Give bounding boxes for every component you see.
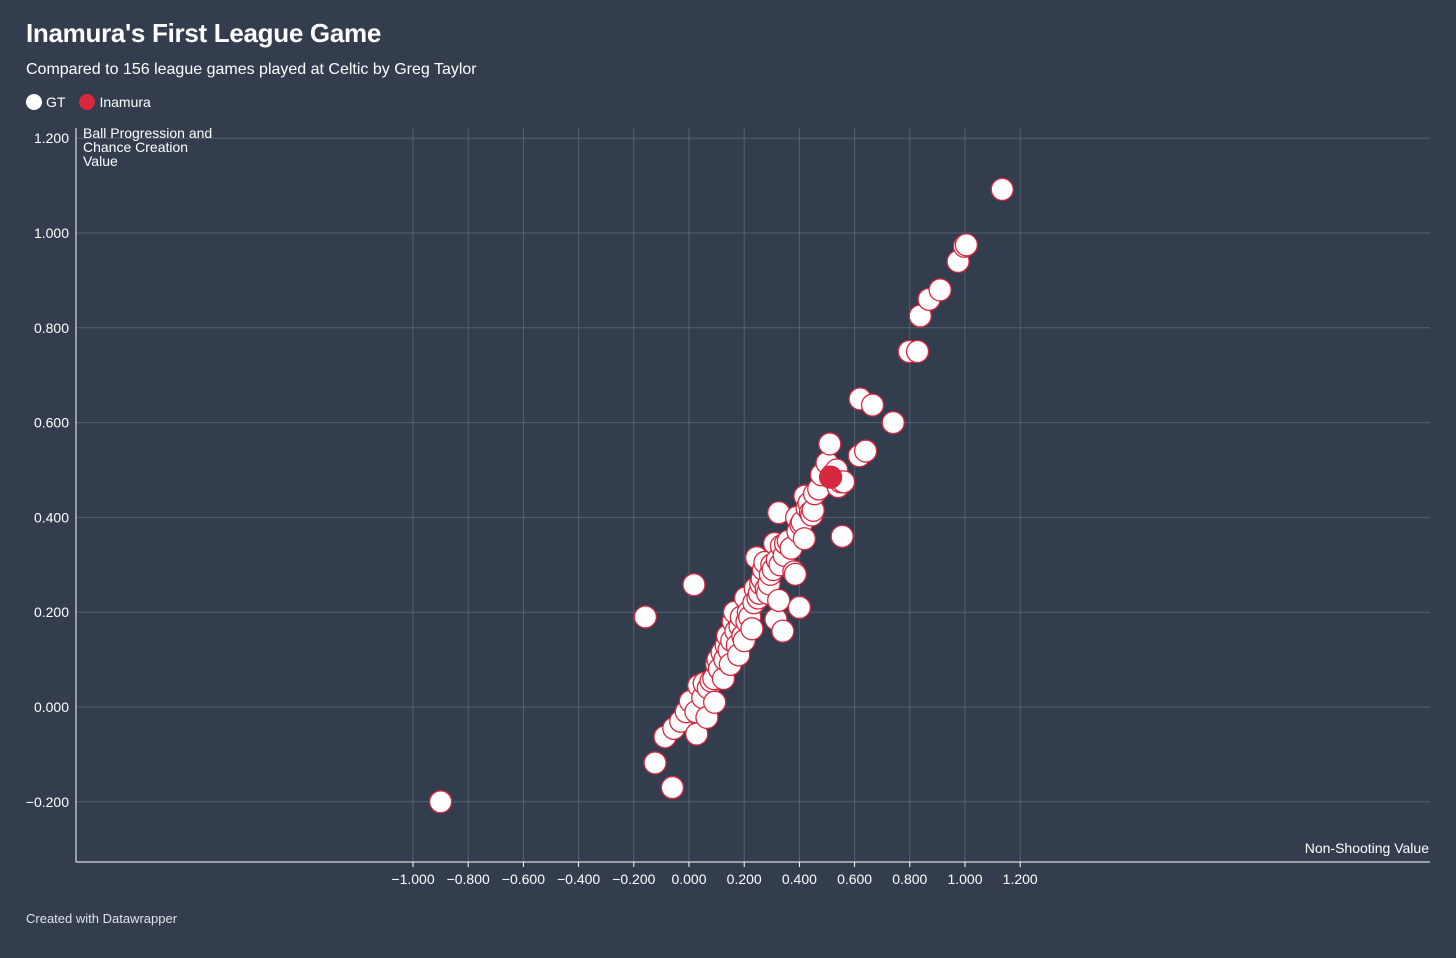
- y-axis-title: Ball Progression and Chance Creation Value: [83, 125, 212, 169]
- y-tick-label: 1.000: [34, 225, 69, 241]
- x-tick-label: 0.800: [892, 871, 927, 887]
- x-tick-label: 1.000: [947, 871, 982, 887]
- y-tick-label: −0.200: [26, 794, 69, 810]
- gridlines: [76, 128, 1430, 862]
- x-tick-label: −0.200: [612, 871, 655, 887]
- x-tick-label: −0.800: [447, 871, 490, 887]
- x-tick-label: 0.600: [837, 871, 872, 887]
- data-point-gt[interactable]: [881, 410, 905, 435]
- data-point-gt[interactable]: [740, 617, 764, 641]
- y-axis-title-line: Ball Progression and: [83, 125, 212, 141]
- y-tick-label: 0.000: [34, 699, 69, 715]
- legend: GT Inamura: [26, 94, 165, 110]
- data-point-gt[interactable]: [783, 562, 807, 586]
- data-point-gt[interactable]: [787, 595, 812, 620]
- data-point-gt[interactable]: [771, 619, 795, 643]
- x-tick-label: 0.000: [671, 871, 706, 887]
- legend-label-inamura: Inamura: [99, 94, 151, 110]
- data-point-gt[interactable]: [767, 588, 791, 612]
- y-tick-label: 1.200: [34, 130, 69, 146]
- y-tick-label: 0.200: [34, 604, 69, 620]
- data-point-gt[interactable]: [818, 432, 842, 456]
- data-point-gt[interactable]: [660, 775, 685, 800]
- y-tick-label: 0.400: [34, 509, 69, 525]
- data-point-gt[interactable]: [428, 790, 453, 814]
- data-point-gt[interactable]: [928, 278, 952, 302]
- x-tick-label: 1.200: [1003, 871, 1038, 887]
- axes: [75, 128, 1430, 867]
- data-point-gt[interactable]: [860, 393, 885, 417]
- data-point-gt[interactable]: [682, 573, 706, 597]
- x-tick-label: 0.400: [782, 871, 817, 887]
- data-point-gt[interactable]: [703, 690, 727, 714]
- legend-item-gt[interactable]: GT: [26, 94, 65, 110]
- tick-labels: −1.000 −0.800 −0.600 −0.400 −0.200 0.000 0.200…: [26, 130, 1038, 887]
- data-point-gt[interactable]: [830, 524, 854, 549]
- data-point-gt[interactable]: [853, 439, 878, 463]
- legend-label-gt: GT: [46, 94, 66, 110]
- legend-swatch-gt: [26, 94, 42, 110]
- y-tick-label: 0.800: [34, 320, 69, 336]
- x-tick-label: −0.600: [502, 871, 545, 887]
- y-tick-label: 0.600: [34, 415, 69, 431]
- y-axis-title-line: Chance Creation: [83, 139, 188, 155]
- footer-credit: Created with Datawrapper: [26, 911, 178, 926]
- data-point-gt[interactable]: [792, 527, 817, 551]
- x-axis-title: Non-Shooting Value: [1305, 840, 1429, 856]
- data-point-gt[interactable]: [990, 177, 1014, 202]
- chart-title: Inamura's First League Game: [26, 18, 381, 48]
- x-tick-label: 0.200: [727, 871, 762, 887]
- x-tick-label: −1.000: [391, 871, 434, 887]
- x-tick-label: −0.400: [557, 871, 600, 887]
- data-point-gt[interactable]: [905, 339, 930, 364]
- chart-subtitle: Compared to 156 league games played at C…: [26, 61, 477, 78]
- legend-item-inamura[interactable]: Inamura: [79, 94, 151, 110]
- y-axis-title-line: Value: [83, 153, 118, 169]
- data-point-gt[interactable]: [954, 233, 979, 257]
- data-point-gt[interactable]: [633, 605, 658, 629]
- data-points: [428, 177, 1014, 814]
- legend-swatch-inamura: [79, 94, 96, 110]
- data-point-inamura[interactable]: [818, 465, 843, 489]
- data-point-gt[interactable]: [643, 751, 667, 775]
